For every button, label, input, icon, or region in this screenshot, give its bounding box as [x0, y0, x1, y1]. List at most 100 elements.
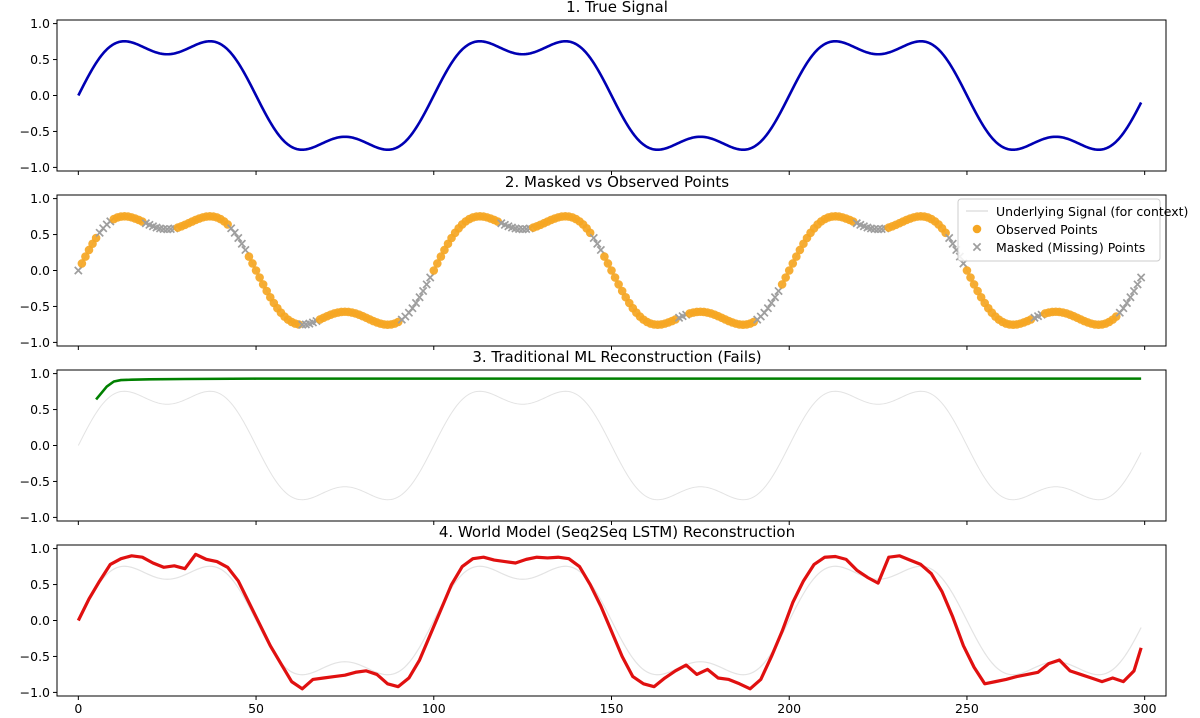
observed-point: [84, 245, 94, 255]
observed-point: [792, 252, 801, 261]
observed-point: [966, 273, 975, 282]
plot-marks: [76, 552, 1143, 691]
masked-point: [767, 298, 776, 308]
observed-point: [258, 280, 268, 289]
subplot-2: 2. Masked vs Observed Points: [505, 173, 729, 191]
observed-point: [433, 259, 442, 268]
y-tick-label: −1.0: [20, 335, 50, 350]
observed-point: [607, 266, 616, 275]
legend: Underlying Signal (for context) Observed …: [957, 198, 1188, 262]
masked-point: [1126, 293, 1135, 302]
masked-point: [74, 266, 83, 275]
observed-point: [617, 286, 627, 296]
chart-title: 2. Masked vs Observed Points: [505, 173, 729, 191]
y-tick-label: −0.5: [20, 299, 50, 314]
masked-point: [1133, 280, 1142, 289]
legend-observed-swatch: [972, 224, 982, 234]
masked-point: [230, 228, 239, 238]
masked-point: [596, 245, 606, 255]
observed-point: [962, 266, 972, 275]
x-tick-label: 250: [955, 701, 979, 716]
x-tick-label: 100: [422, 701, 446, 716]
y-tick-label: 0.5: [30, 402, 50, 417]
y-tick-label: −1.0: [20, 685, 50, 700]
observed-point: [749, 317, 758, 327]
masked-point: [418, 286, 428, 296]
observed-point: [81, 252, 90, 261]
observed-point: [255, 273, 264, 282]
y-tick-label: 1.0: [30, 541, 50, 556]
observed-point: [610, 273, 620, 282]
y-tick-label: 1.0: [30, 191, 50, 206]
masked-point: [1119, 303, 1128, 313]
masked-point: [1136, 273, 1146, 282]
y-tick-label: 0.5: [30, 52, 50, 67]
y-tick-label: 0.5: [30, 577, 50, 592]
x-tick-label: 150: [600, 701, 624, 716]
observed-point: [244, 252, 254, 261]
y-tick-label: −1.0: [20, 510, 50, 525]
masked-point: [234, 233, 243, 243]
y-tick-label: 0.5: [30, 227, 50, 242]
y-tick-label: −1.0: [20, 160, 50, 175]
masked-point: [426, 273, 435, 282]
y-tick-label: 1.0: [30, 366, 50, 381]
observed-point: [784, 266, 794, 275]
masked-point: [422, 280, 431, 289]
masked-point: [415, 293, 424, 302]
masked-point: [411, 298, 421, 308]
background-signal-line: [77, 565, 1142, 676]
x-tick-label: 300: [1133, 701, 1157, 716]
masked-point: [589, 233, 598, 243]
x-tick-label: 200: [777, 701, 801, 716]
chart-title: 4. World Model (Seq2Seq LSTM) Reconstruc…: [439, 523, 795, 541]
ml-prediction-line: [95, 377, 1142, 401]
lstm-reconstruction-line: [76, 552, 1143, 691]
legend-label: Observed Points: [996, 222, 1098, 237]
masked-point: [770, 293, 780, 302]
observed-point: [77, 259, 87, 268]
legend-label: Underlying Signal (for context): [996, 204, 1188, 219]
masked-point: [944, 233, 954, 243]
y-tick-label: 0.0: [30, 263, 50, 278]
observed-point: [781, 273, 790, 282]
axes-1: 1.0 0.5 0.0 −0.5 −1.0: [20, 16, 1167, 175]
observed-point: [585, 228, 595, 238]
masked-point: [774, 286, 783, 296]
masked-point: [948, 239, 957, 248]
subplot-4: 4. World Model (Seq2Seq LSTM) Reconstruc…: [439, 523, 795, 541]
plot-marks: [77, 39, 1143, 152]
observed-point: [795, 245, 805, 255]
observed-point: [777, 280, 787, 289]
observed-point: [429, 266, 439, 275]
masked-point: [241, 245, 250, 255]
y-tick-label: 0.0: [30, 613, 50, 628]
axes-3: 1.0 0.5 0.0 −0.5 −1.0: [20, 366, 1167, 525]
observed-point: [248, 259, 257, 268]
masked-point: [763, 303, 773, 313]
observed-point: [614, 280, 623, 289]
background-signal-line: [77, 390, 1142, 501]
masked-point: [408, 303, 417, 313]
observed-point: [603, 259, 613, 268]
y-tick-label: 0.0: [30, 438, 50, 453]
observed-point: [969, 280, 979, 289]
axes-4: 1.0 0.5 0.0 −0.5 −1.0 0 50 100 150 200 250 300: [20, 541, 1167, 716]
plot-marks: [74, 211, 1146, 330]
y-tick-label: −0.5: [20, 649, 50, 664]
y-tick-label: 0.0: [30, 88, 50, 103]
true-signal-line: [77, 39, 1143, 152]
legend-label: Masked (Missing) Points: [996, 240, 1145, 255]
subplot-3: 3. Traditional ML Reconstruction (Fails): [472, 348, 761, 366]
masked-point: [1122, 298, 1132, 308]
y-tick-label: −0.5: [20, 124, 50, 139]
observed-point: [436, 252, 446, 261]
y-tick-label: −0.5: [20, 474, 50, 489]
masked-point: [593, 239, 602, 248]
observed-point: [251, 266, 261, 275]
observed-point: [600, 252, 609, 261]
masked-point: [1129, 286, 1139, 296]
plot-area: 1.0 0.5 0.0 −0.5 −1.0 1.0 0.5 0.0 −0.5 −1.0 Underl…: [20, 16, 1189, 716]
subplot-1: 1. True Signal: [566, 0, 668, 16]
